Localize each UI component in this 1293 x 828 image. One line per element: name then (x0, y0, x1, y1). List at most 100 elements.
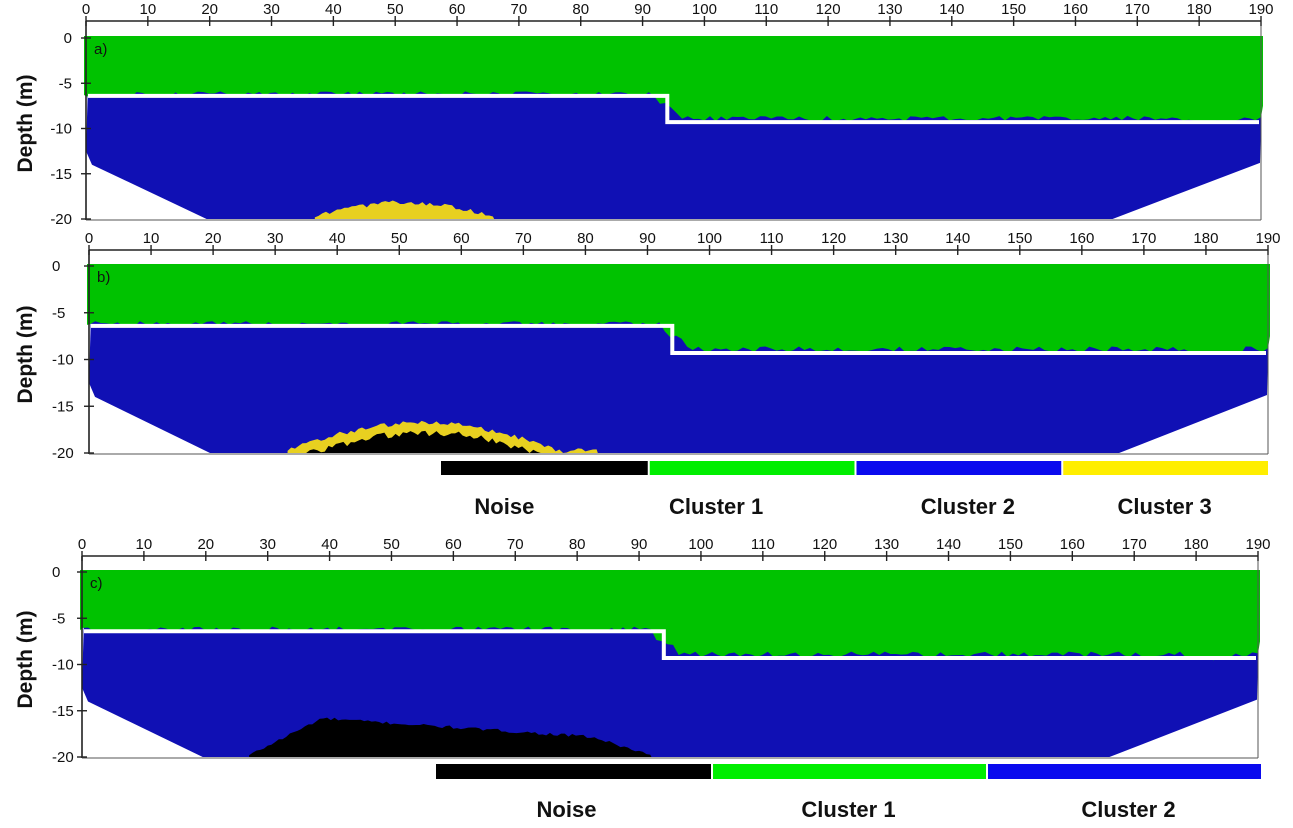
x-tick-label: 40 (321, 536, 338, 553)
noise-body (249, 717, 652, 757)
x-tick-label: 50 (383, 536, 400, 553)
legend-swatch-cluster-1 (713, 764, 986, 779)
x-tick-label: 180 (1193, 230, 1218, 247)
panel-b: 0 10 20 30 40 50 60 70 80 90 100 110 120 130 140 150 160… (14, 230, 1281, 462)
x-tick-label: 10 (139, 1, 156, 18)
x-tick-label: 30 (263, 1, 280, 18)
panel-label: b) (97, 269, 110, 286)
y-axis-title: Depth (m) (14, 75, 37, 173)
y-tick-label: -5 (52, 610, 65, 627)
x-tick-label: 160 (1063, 1, 1088, 18)
cluster-legends: Noise Cluster 1 Cluster 2 Cluster 3 Noise Clu… (436, 461, 1268, 822)
noise-body (287, 430, 597, 453)
x-tick-label: 130 (874, 536, 899, 553)
x-tick-label: 160 (1060, 536, 1085, 553)
y-tick-label: -15 (52, 703, 74, 720)
y-tick-label: -20 (50, 211, 72, 228)
legend-label-cluster-1: Cluster 1 (801, 797, 895, 822)
x-tick-label: 30 (259, 536, 276, 553)
x-tick-label: 190 (1248, 1, 1273, 18)
interface-line (84, 629, 1256, 661)
legend-label-cluster-1: Cluster 1 (669, 494, 763, 519)
legend-swatch-cluster-3 (1063, 461, 1268, 475)
interface-line (88, 93, 1259, 125)
x-tick-label: 140 (945, 230, 970, 247)
x-tick-label: 20 (197, 536, 214, 553)
legend-swatch-noise (441, 461, 648, 475)
x-tick-label: 20 (201, 1, 218, 18)
x-tick-label: 180 (1184, 536, 1209, 553)
x-tick-label: 60 (453, 230, 470, 247)
interface-line (91, 323, 1266, 355)
x-tick-label: 40 (325, 1, 342, 18)
x-tick-label: 110 (754, 1, 778, 18)
x-tick-label: 90 (631, 536, 648, 553)
x-tick-label: 30 (267, 230, 284, 247)
x-tick-label: 80 (569, 536, 586, 553)
y-tick-label: -15 (50, 166, 72, 183)
x-tick-label: 120 (821, 230, 846, 247)
x-tick-label: 10 (143, 230, 160, 247)
y-axis-title: Depth (m) (14, 611, 37, 709)
y-tick-label: -5 (52, 305, 65, 322)
x-tick-label: 80 (577, 230, 594, 247)
x-tick-label: 70 (515, 230, 532, 247)
x-tick-label: 190 (1255, 230, 1280, 247)
y-tick-label: -20 (52, 445, 74, 462)
legend-1: Noise Cluster 1 Cluster 2 Cluster 3 (441, 461, 1268, 519)
legend-label-noise: Noise (474, 494, 534, 519)
upper-layer-region (80, 570, 1260, 661)
x-tick-label: 40 (329, 230, 346, 247)
legend-label-cluster-2: Cluster 2 (921, 494, 1015, 519)
legend-swatch-cluster-2 (856, 461, 1062, 475)
x-tick-label: 0 (82, 1, 90, 18)
x-tick-label: 0 (85, 230, 93, 247)
x-tick-label: 100 (688, 536, 713, 553)
legend-label-cluster-3: Cluster 3 (1118, 494, 1212, 519)
x-tick-label: 150 (998, 536, 1023, 553)
legend-swatch-noise (436, 764, 711, 779)
upper-layer-region (84, 36, 1263, 124)
x-tick-label: 170 (1131, 230, 1156, 247)
y-tick-label: -10 (52, 657, 74, 674)
x-tick-label: 140 (936, 536, 961, 553)
x-tick-label: 150 (1001, 1, 1026, 18)
y-tick-label: 0 (64, 30, 72, 47)
y-axis-title: Depth (m) (14, 306, 37, 404)
x-tick-label: 120 (816, 1, 841, 18)
x-tick-label: 170 (1125, 1, 1150, 18)
x-tick-label: 70 (511, 1, 528, 18)
panel-a: 0 10 20 30 40 50 60 70 80 90 100 110 120 130 140 150 160… (14, 1, 1274, 228)
x-tick-label: 70 (507, 536, 524, 553)
x-tick-label: 150 (1007, 230, 1032, 247)
x-tick-label: 110 (760, 230, 784, 247)
y-tick-label: -10 (52, 352, 74, 369)
x-tick-label: 60 (445, 536, 462, 553)
x-tick-label: 130 (877, 1, 902, 18)
x-tick-label: 100 (697, 230, 722, 247)
legend-2: Noise Cluster 1 Cluster 2 (436, 764, 1261, 822)
section-panels: 0 10 20 30 40 50 60 70 80 90 100 110 120 130 140 150 160… (14, 1, 1281, 766)
y-tick-label: -10 (50, 121, 72, 138)
x-tick-label: 50 (391, 230, 408, 247)
panel-label: c) (90, 575, 103, 592)
cluster-3-body (314, 200, 495, 219)
x-tick-label: 90 (639, 230, 656, 247)
x-tick-label: 170 (1122, 536, 1147, 553)
x-tick-label: 100 (692, 1, 717, 18)
legend-swatch-cluster-1 (649, 461, 855, 475)
x-tick-label: 20 (205, 230, 222, 247)
x-tick-label: 110 (751, 536, 775, 553)
legend-label-noise: Noise (537, 797, 597, 822)
x-tick-label: 50 (387, 1, 404, 18)
y-tick-label: 0 (52, 564, 60, 581)
x-tick-label: 120 (812, 536, 837, 553)
x-tick-label: 190 (1245, 536, 1270, 553)
x-tick-label: 80 (572, 1, 589, 18)
x-tick-label: 10 (136, 536, 153, 553)
y-tick-label: -20 (52, 749, 74, 766)
x-tick-label: 0 (78, 536, 86, 553)
x-tick-label: 130 (883, 230, 908, 247)
legend-swatch-cluster-2 (988, 764, 1261, 779)
